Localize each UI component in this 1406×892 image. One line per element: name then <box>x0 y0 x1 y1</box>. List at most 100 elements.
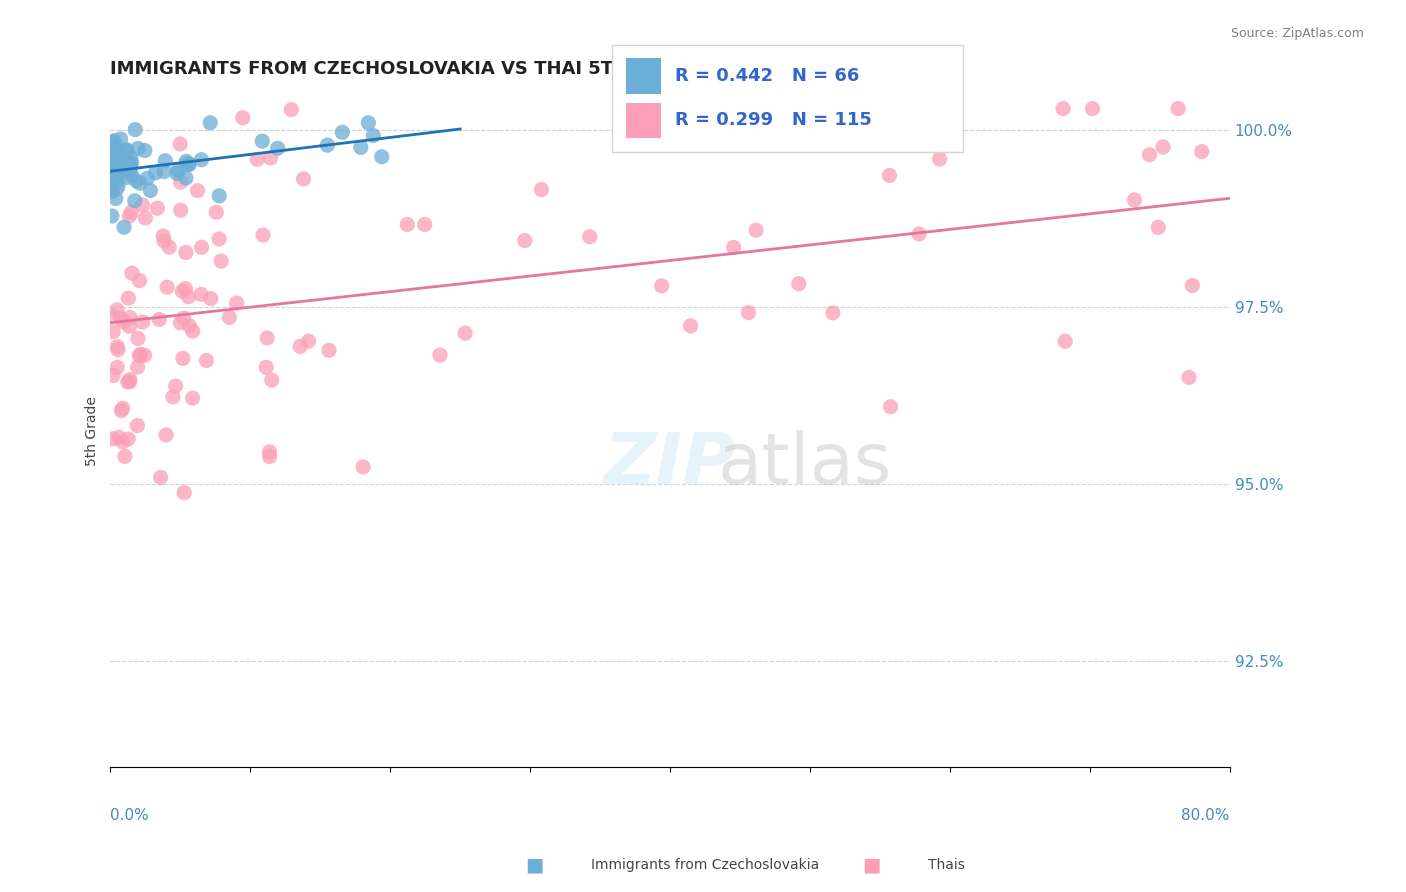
Thais <box>172 351 194 366</box>
Immigrants from Czechoslovakia <box>107 146 129 161</box>
Thais <box>111 434 134 449</box>
Immigrants from Czechoslovakia <box>110 158 132 172</box>
Thais <box>1152 140 1174 154</box>
Text: Source: ZipAtlas.com: Source: ZipAtlas.com <box>1230 27 1364 40</box>
Thais <box>190 287 212 301</box>
Immigrants from Czechoslovakia <box>101 181 124 195</box>
Thais <box>148 312 170 326</box>
Thais <box>120 205 142 219</box>
Thais <box>186 184 208 198</box>
Immigrants from Czechoslovakia <box>112 159 135 173</box>
Immigrants from Czechoslovakia <box>139 184 162 198</box>
Immigrants from Czechoslovakia <box>120 150 142 164</box>
Immigrants from Czechoslovakia <box>112 157 135 171</box>
Immigrants from Czechoslovakia <box>208 189 231 203</box>
Text: 80.0%: 80.0% <box>1181 807 1230 822</box>
Thais <box>128 349 150 363</box>
Immigrants from Czechoslovakia <box>125 174 148 188</box>
Thais <box>256 331 278 345</box>
Text: R = 0.442   N = 66: R = 0.442 N = 66 <box>675 67 859 85</box>
Text: ■: ■ <box>524 855 544 875</box>
Immigrants from Czechoslovakia <box>104 159 127 173</box>
Immigrants from Czechoslovakia <box>316 138 339 153</box>
Thais <box>413 218 436 232</box>
Thais <box>879 400 901 414</box>
Thais <box>105 302 128 317</box>
Thais <box>169 203 191 218</box>
Thais <box>787 277 810 291</box>
Thais <box>252 228 274 243</box>
Thais <box>232 111 254 125</box>
Immigrants from Czechoslovakia <box>134 144 156 158</box>
Thais <box>879 169 901 183</box>
Immigrants from Czechoslovakia <box>110 132 132 146</box>
Thais <box>292 171 315 186</box>
Thais <box>1178 370 1201 384</box>
Immigrants from Czechoslovakia <box>124 122 146 136</box>
Immigrants from Czechoslovakia <box>112 220 135 235</box>
Thais <box>259 151 281 165</box>
Thais <box>165 379 187 393</box>
Immigrants from Czechoslovakia <box>357 116 380 130</box>
Thais <box>225 296 247 310</box>
Thais <box>128 274 150 288</box>
Thais <box>118 319 141 334</box>
Thais <box>105 340 128 354</box>
Thais <box>157 240 180 254</box>
Thais <box>177 290 200 304</box>
Thais <box>260 373 283 387</box>
Immigrants from Czechoslovakia <box>145 166 167 180</box>
Immigrants from Czechoslovakia <box>200 116 222 130</box>
Thais <box>1181 278 1204 293</box>
Thais <box>259 444 281 458</box>
Immigrants from Czechoslovakia <box>104 149 127 163</box>
Thais <box>679 318 702 333</box>
Thais <box>1052 102 1074 116</box>
Thais <box>155 428 177 442</box>
Thais <box>110 311 132 326</box>
Thais <box>118 375 141 389</box>
Thais <box>181 324 204 338</box>
Immigrants from Czechoslovakia <box>120 156 142 170</box>
Immigrants from Czechoslovakia <box>103 164 125 178</box>
Thais <box>105 182 128 196</box>
Thais <box>134 348 156 362</box>
Thais <box>118 209 141 223</box>
Immigrants from Czechoslovakia <box>153 164 176 178</box>
Immigrants from Czechoslovakia <box>127 141 149 155</box>
Immigrants from Czechoslovakia <box>120 161 142 176</box>
Immigrants from Czechoslovakia <box>105 174 128 188</box>
Thais <box>352 459 374 474</box>
Thais <box>105 360 128 375</box>
Immigrants from Czechoslovakia <box>363 128 385 143</box>
Thais <box>131 315 153 329</box>
Text: 0.0%: 0.0% <box>111 807 149 822</box>
Thais <box>112 315 135 329</box>
Thais <box>131 198 153 212</box>
Immigrants from Czechoslovakia <box>104 191 127 205</box>
Text: Thais: Thais <box>928 858 965 872</box>
Immigrants from Czechoslovakia <box>177 157 200 171</box>
Thais <box>176 157 198 171</box>
Thais <box>205 205 228 219</box>
Thais <box>127 418 149 433</box>
Thais <box>117 291 139 305</box>
Immigrants from Czechoslovakia <box>101 185 124 199</box>
Immigrants from Czechoslovakia <box>176 154 198 169</box>
Immigrants from Czechoslovakia <box>128 176 150 190</box>
Immigrants from Czechoslovakia <box>115 143 138 157</box>
Immigrants from Czechoslovakia <box>101 136 124 150</box>
Thais <box>1139 147 1161 161</box>
Text: R = 0.299   N = 115: R = 0.299 N = 115 <box>675 112 872 129</box>
Immigrants from Czechoslovakia <box>104 137 127 152</box>
Thais <box>173 311 195 326</box>
Text: ZIP: ZIP <box>605 430 737 499</box>
Immigrants from Czechoslovakia <box>101 177 124 191</box>
Thais <box>396 218 419 232</box>
Thais <box>254 360 277 375</box>
Thais <box>121 266 143 280</box>
Thais <box>127 359 149 374</box>
Thais <box>110 403 132 417</box>
Thais <box>108 430 131 444</box>
Thais <box>117 375 139 389</box>
